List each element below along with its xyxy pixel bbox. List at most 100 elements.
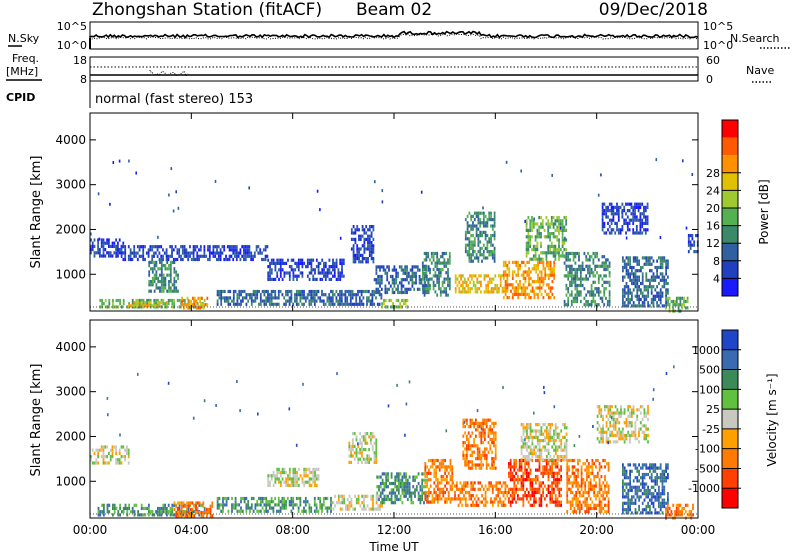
velocity-cell [385,494,388,498]
velocity-cell [249,509,251,513]
velocity-cell [553,478,555,482]
power-cell [258,302,260,306]
velocity-cell [277,500,280,504]
power-cell [627,294,630,298]
power-cell [508,267,511,271]
power-cell [337,302,340,306]
power-cell [186,303,189,307]
velocity-cell [607,506,610,511]
velocity-cell [522,423,525,427]
power-cell [441,261,444,265]
velocity-cell [189,507,192,511]
power-cell [490,290,493,294]
velocity-cell [396,497,398,502]
velocity-cell [126,448,128,452]
power-cell [544,289,547,293]
power-cell [528,283,530,287]
velocity-cell [408,491,411,495]
power-cell [438,277,440,281]
power-cell [506,283,509,287]
velocity-cell [475,494,478,498]
velocity-cell [193,514,196,518]
velocity-cell [554,432,557,436]
power-cell [117,254,119,258]
power-cell [547,225,550,229]
power-cell [252,257,254,262]
velocity-cell [124,506,127,511]
power-cell [630,202,633,206]
velocity-cell [586,458,588,463]
power-cell [357,289,359,294]
power-cell [481,259,483,263]
velocity-cell [593,478,596,482]
power-cell [647,278,649,282]
velocity-cell [473,441,475,445]
velocity-cell [566,484,569,488]
velocity-cell [285,503,287,507]
power-cell [415,278,417,282]
velocity-cell [470,497,473,501]
power-cell [475,234,478,238]
power-cell [358,247,360,251]
power-cell [681,296,684,300]
velocity-cell [186,504,188,508]
velocity-cell [542,487,544,491]
power-cell [493,224,496,228]
power-cell [540,232,542,236]
velocity-cell [332,507,335,511]
power-cell [348,289,350,294]
power-cell [464,243,467,247]
power-cell [538,235,541,239]
power-cell [159,273,161,277]
power-cell [490,224,492,228]
velocity-cell [363,494,365,498]
velocity-cell [396,488,398,492]
velocity-cell [387,485,389,489]
velocity-cell [538,500,541,504]
power-cell [137,304,139,308]
power-cell [328,265,331,269]
power-cell [436,293,439,297]
velocity-cell [339,501,342,505]
power-cell [645,259,648,263]
power-cell [470,243,473,247]
power-cell [567,255,570,259]
velocity-cell [566,468,569,472]
power-cell [269,271,271,275]
power-cell [574,261,577,265]
velocity-cell [566,465,569,469]
power-cell [570,277,573,281]
power-cell [244,254,247,258]
velocity-cell [412,475,415,479]
power-cell [97,244,99,248]
velocity-cell [482,431,484,435]
power-cell [623,218,626,222]
velocity-cell [605,462,608,466]
velocity-cell [470,503,473,507]
power-cell [689,234,692,238]
power-cell [519,286,521,290]
power-cell [279,271,282,275]
power-cell [445,287,448,291]
power-cell [572,277,575,281]
power-cell [361,253,364,257]
velocity-cell [600,500,603,504]
power-cell [344,302,347,306]
velocity-cell [454,494,456,498]
power-cell [581,261,584,265]
power-cell [592,258,595,262]
power-cell [645,278,648,282]
velocity-cell [520,497,523,501]
velocity-cell [171,506,174,511]
power-cell [310,299,313,303]
power-cell [421,261,424,265]
power-cell [608,303,611,307]
velocity-cell [457,497,460,501]
power-cell [285,261,288,265]
power-cell [605,267,607,272]
power-cell [594,267,597,272]
power-cell [561,225,564,229]
power-cell [638,259,640,263]
power-cell [570,271,573,275]
velocity-cell [554,445,557,449]
